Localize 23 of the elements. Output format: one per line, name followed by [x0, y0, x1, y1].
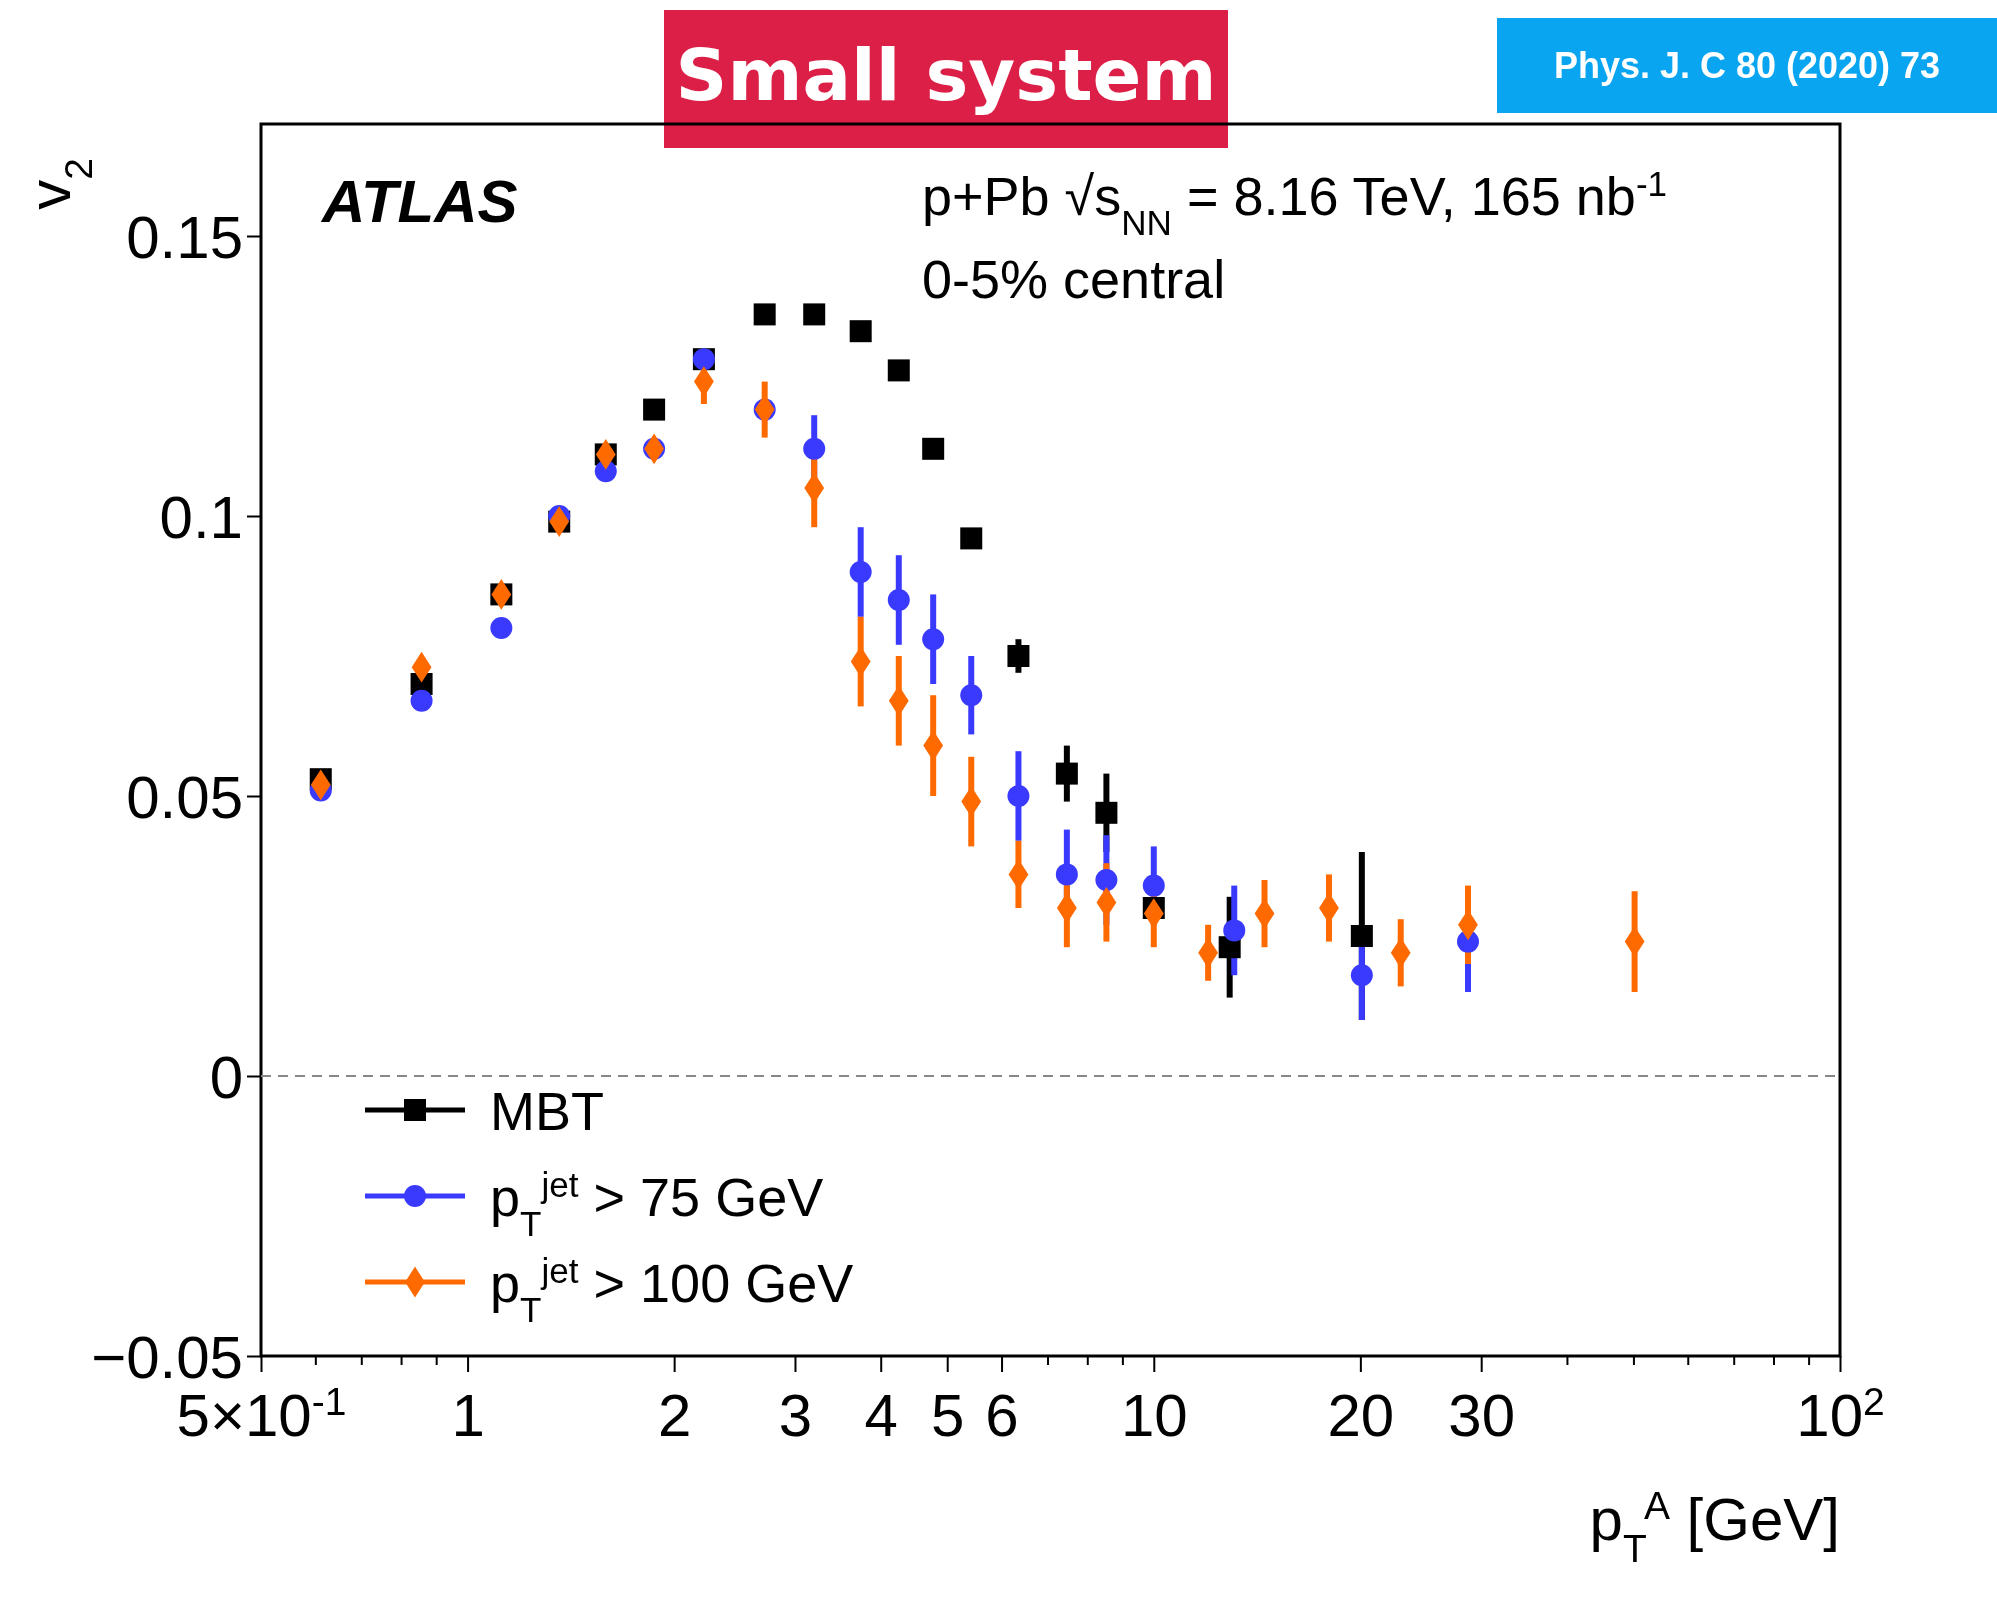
- y-tick-label: 0.15: [126, 203, 243, 271]
- x-tick-label: 2: [657, 1382, 692, 1449]
- legend-label: MBT: [490, 1081, 604, 1141]
- annotation: p+Pb √s$_{NN}$ = 8.16 TeV, 165 nb$^{-1}$: [922, 163, 1668, 242]
- x-tick-label: 1: [451, 1382, 485, 1449]
- x-tick-label: 10$^{2}$: [1796, 1379, 1885, 1449]
- annotation: 0-5% central: [922, 249, 1226, 309]
- x-tick-label: 5: [931, 1382, 965, 1449]
- x-axis-title: p$_{T}$$^{A}$ [GeV]: [1589, 1483, 1840, 1570]
- x-tick-label: 6: [985, 1382, 1019, 1449]
- legend-label: p$_{T}$$^{jet}$ > 100 GeV: [490, 1250, 854, 1329]
- x-tick-label: 20: [1327, 1382, 1395, 1449]
- chart-title: Small system: [675, 33, 1217, 117]
- y-tick-label: 0.05: [126, 763, 243, 831]
- y-tick-label: 0.1: [159, 483, 243, 551]
- legend-label: p$_{T}$$^{jet}$ > 75 GeV: [490, 1164, 824, 1243]
- x-tick-label: 10: [1120, 1382, 1188, 1449]
- text: Phys. J. C 80 (2020) 73: [1553, 45, 1941, 86]
- x-tick-label: 30: [1448, 1382, 1516, 1449]
- x-tick-label: 4: [864, 1382, 898, 1449]
- x-tick-label: 3: [778, 1382, 813, 1449]
- y-tick-label: 0: [209, 1043, 243, 1111]
- annotation: ATLAS: [320, 168, 518, 235]
